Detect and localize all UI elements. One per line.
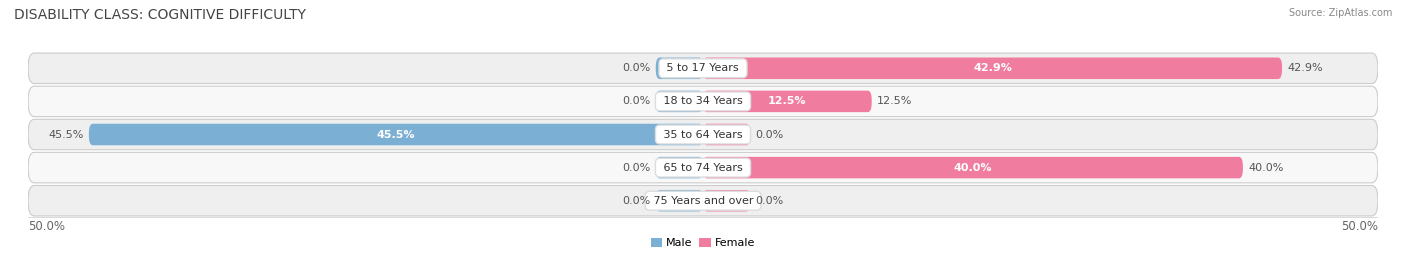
- Text: 50.0%: 50.0%: [28, 220, 65, 233]
- Text: 0.0%: 0.0%: [755, 196, 785, 206]
- FancyBboxPatch shape: [28, 119, 1378, 150]
- Text: 40.0%: 40.0%: [1249, 162, 1284, 173]
- Text: 75 Years and over: 75 Years and over: [650, 196, 756, 206]
- Text: 12.5%: 12.5%: [877, 96, 912, 107]
- FancyBboxPatch shape: [89, 124, 703, 145]
- FancyBboxPatch shape: [28, 152, 1378, 183]
- FancyBboxPatch shape: [703, 91, 872, 112]
- FancyBboxPatch shape: [655, 157, 703, 178]
- FancyBboxPatch shape: [703, 124, 751, 145]
- Text: 0.0%: 0.0%: [621, 196, 651, 206]
- Text: Source: ZipAtlas.com: Source: ZipAtlas.com: [1288, 8, 1392, 18]
- FancyBboxPatch shape: [28, 186, 1378, 216]
- FancyBboxPatch shape: [703, 58, 1282, 79]
- Text: 18 to 34 Years: 18 to 34 Years: [659, 96, 747, 107]
- Text: 35 to 64 Years: 35 to 64 Years: [659, 129, 747, 140]
- Text: 45.5%: 45.5%: [377, 129, 415, 140]
- FancyBboxPatch shape: [655, 58, 703, 79]
- Text: 5 to 17 Years: 5 to 17 Years: [664, 63, 742, 73]
- Text: 42.9%: 42.9%: [1288, 63, 1323, 73]
- FancyBboxPatch shape: [703, 157, 1243, 178]
- Text: 45.5%: 45.5%: [48, 129, 83, 140]
- FancyBboxPatch shape: [28, 53, 1378, 83]
- Text: 12.5%: 12.5%: [768, 96, 807, 107]
- Legend: Male, Female: Male, Female: [647, 233, 759, 253]
- Text: 0.0%: 0.0%: [621, 162, 651, 173]
- FancyBboxPatch shape: [655, 190, 703, 211]
- Text: 50.0%: 50.0%: [1341, 220, 1378, 233]
- Text: DISABILITY CLASS: COGNITIVE DIFFICULTY: DISABILITY CLASS: COGNITIVE DIFFICULTY: [14, 8, 307, 22]
- Text: 0.0%: 0.0%: [755, 129, 785, 140]
- Text: 0.0%: 0.0%: [621, 63, 651, 73]
- Text: 65 to 74 Years: 65 to 74 Years: [659, 162, 747, 173]
- FancyBboxPatch shape: [655, 91, 703, 112]
- Text: 42.9%: 42.9%: [973, 63, 1012, 73]
- FancyBboxPatch shape: [703, 190, 751, 211]
- Text: 40.0%: 40.0%: [953, 162, 993, 173]
- FancyBboxPatch shape: [28, 86, 1378, 117]
- Text: 0.0%: 0.0%: [621, 96, 651, 107]
